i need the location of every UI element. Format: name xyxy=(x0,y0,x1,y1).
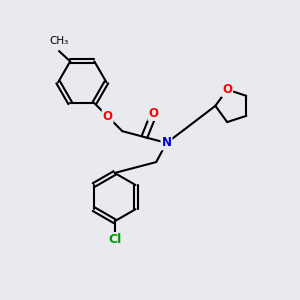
Text: O: O xyxy=(148,107,158,120)
Text: O: O xyxy=(222,83,232,96)
Text: CH₃: CH₃ xyxy=(50,36,69,46)
Text: N: N xyxy=(161,136,172,149)
Text: O: O xyxy=(103,110,112,123)
Text: Cl: Cl xyxy=(108,233,121,246)
